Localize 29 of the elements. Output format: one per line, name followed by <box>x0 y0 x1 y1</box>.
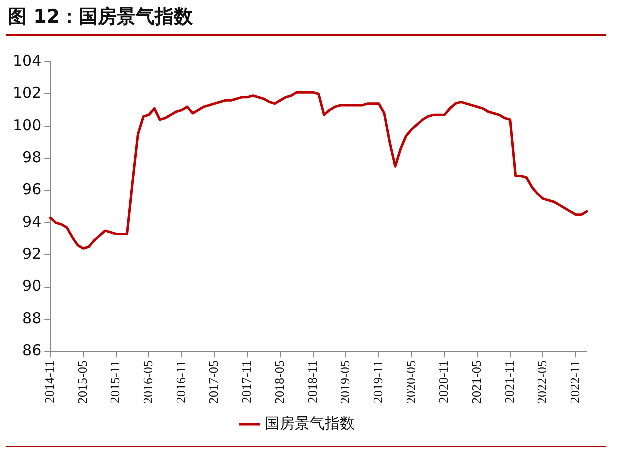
y-tick-label: 102 <box>12 84 42 102</box>
x-tick-label: 2019-05 <box>338 360 353 404</box>
y-tick-label: 86 <box>22 342 42 360</box>
y-tick-label: 98 <box>22 148 42 166</box>
x-tick-label: 2017-11 <box>239 360 254 404</box>
x-tick-label: 2015-11 <box>108 360 123 404</box>
x-tick-label: 2021-11 <box>502 360 517 404</box>
x-tick-label: 2016-11 <box>173 360 188 404</box>
x-tick-label: 2021-05 <box>468 360 484 404</box>
x-tick-label: 2022-05 <box>534 360 550 404</box>
x-tick-label: 2018-11 <box>304 360 320 404</box>
x-tick-label: 2016-05 <box>140 360 156 404</box>
y-tick-label: 96 <box>22 180 42 199</box>
x-tick-label: 2017-05 <box>206 360 222 404</box>
y-tick-label: 94 <box>22 212 42 231</box>
x-tick-label: 2014-11 <box>42 360 58 404</box>
y-tick-label: 92 <box>22 245 42 264</box>
y-tick-label: 104 <box>12 52 42 70</box>
x-tick-label: 2020-05 <box>403 360 418 404</box>
y-tick-label: 90 <box>22 277 42 296</box>
x-tick-label: 2015-05 <box>74 360 90 404</box>
legend-label: 国房景气指数 <box>264 414 355 432</box>
chart-title: 图 12：国房景气指数 <box>8 5 194 30</box>
y-tick-label: 100 <box>12 116 42 134</box>
x-tick-label: 2020-11 <box>436 360 452 404</box>
y-tick-label: 88 <box>22 309 42 328</box>
x-tick-label: 2018-05 <box>272 360 287 404</box>
x-tick-label: 2019-11 <box>370 360 386 404</box>
x-tick-label: 2022-11 <box>567 360 582 404</box>
